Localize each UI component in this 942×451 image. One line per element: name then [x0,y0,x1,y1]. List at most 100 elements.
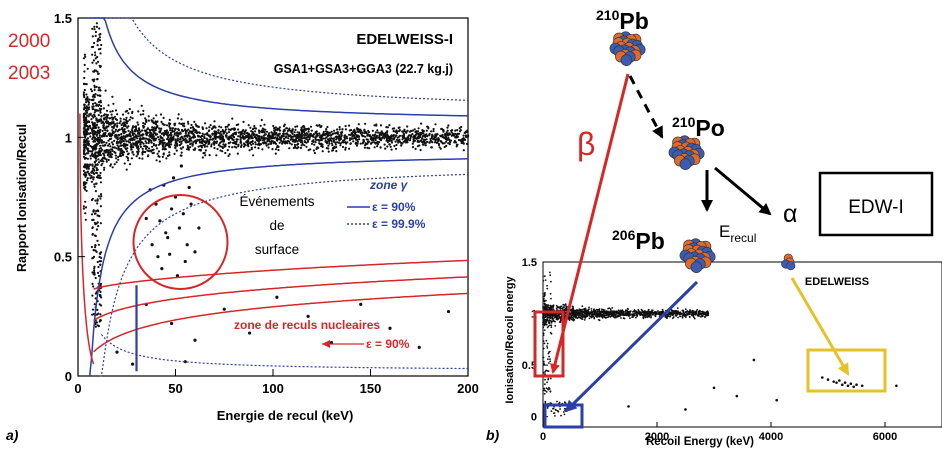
gamma-event [103,168,106,171]
gamma-event [190,123,193,127]
gamma-event [117,155,120,159]
gamma-event [252,154,255,157]
gamma-event [191,144,194,147]
low-energy-event [91,61,94,64]
low-energy-event-b [548,350,551,353]
low-energy-event [93,122,96,126]
gamma-event [170,134,173,137]
gamma-event [139,130,142,133]
gamma-event [315,147,318,151]
gamma-event [357,135,361,138]
low-energy-event [96,260,99,264]
low-energy-event [96,94,99,97]
gamma-event [412,139,415,142]
gamma-event [391,127,394,130]
gamma-event-b [688,315,691,318]
gamma-event [130,148,133,151]
gamma-90-upper-curve [87,17,469,117]
gamma-event [168,151,171,154]
gamma-event-b [647,309,650,312]
gamma-event [127,112,130,115]
gamma-event [276,139,279,142]
gamma-event [117,158,120,161]
gamma-event [425,138,428,141]
gamma-event [448,143,451,146]
low-energy-event [98,27,101,30]
gamma-event [326,135,329,138]
gamma-event [226,125,229,128]
gamma-event [146,131,149,134]
gamma-event [298,138,301,141]
nuclear-recoil-event [417,345,421,349]
gamma-event [85,93,88,96]
gamma-event-b [674,314,677,317]
gamma-event [247,133,250,136]
gamma-event [364,122,367,125]
gamma-event [203,151,206,154]
gamma-event [353,134,356,137]
gamma-event [344,148,347,151]
gamma-event-b [598,319,601,322]
legend-gamma-999: ε = 99.9% [372,217,426,231]
gamma-event [214,135,217,138]
gamma-event [368,135,371,138]
gamma-event [82,114,85,117]
x-tick-label-b: 6000 [873,431,897,443]
subtitle-a: GSA1+GSA3+GGA3 (22.7 kg.j) [274,62,453,76]
low-energy-event [92,168,95,171]
gamma-event [84,128,87,131]
recoil-event-b [549,402,552,404]
gamma-event [432,137,436,140]
gamma-event [184,130,187,133]
gamma-event [102,117,105,120]
gamma-event [446,129,449,132]
gamma-event-b [700,313,703,316]
gamma-event-b [623,313,625,316]
gamma-event [139,143,142,146]
low-energy-event [92,171,95,175]
gamma-event [196,131,199,134]
gamma-event [205,137,208,140]
gamma-event [315,132,318,135]
gamma-event [163,141,166,144]
gamma-event [310,142,314,145]
gamma-event [147,119,150,122]
low-energy-event [94,30,97,34]
gamma-event [435,133,438,136]
gamma-event [441,142,444,145]
gamma-event [154,121,157,124]
gamma-event [428,141,431,144]
gamma-event-b [639,311,642,314]
nuclear-low-edge-curve [79,113,95,365]
low-energy-event-b [549,360,552,363]
gamma-event [237,135,240,138]
gamma-event-b [679,315,682,318]
nuclear-lower-curve [93,292,469,353]
gamma-event [242,120,245,123]
gamma-event [131,117,134,120]
alpha-event [835,381,838,384]
gamma-event [277,148,280,152]
gamma-event-b [634,309,636,312]
low-energy-event [95,103,98,106]
gamma-event [156,152,159,155]
gamma-event [84,123,87,126]
gamma-event [406,141,409,144]
low-energy-event [97,126,100,129]
gamma-event [174,141,177,145]
low-energy-event [92,98,95,101]
gamma-event [359,142,362,145]
gamma-event-b [640,313,643,316]
gamma-event [187,128,190,131]
surface-event [144,216,148,221]
low-energy-event [92,285,95,288]
gamma-event [89,112,92,115]
gamma-event [383,134,386,137]
gamma-event [87,125,90,128]
gamma-event [354,141,357,144]
gamma-event [428,132,431,135]
low-energy-event-b [543,292,546,295]
gamma-event [356,140,359,143]
gamma-event [162,116,165,119]
gamma-event [220,126,223,129]
